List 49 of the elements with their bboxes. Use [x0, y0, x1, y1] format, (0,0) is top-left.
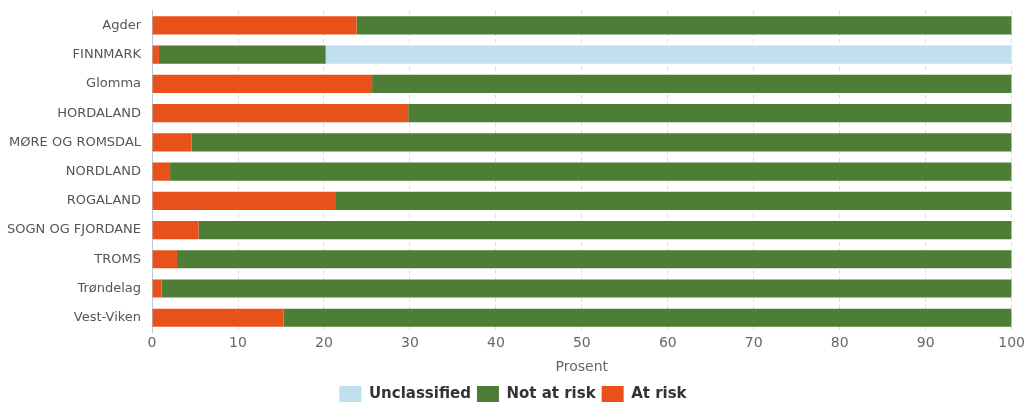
y-tick-label: FINNMARK	[72, 46, 142, 62]
y-tick-label: HORDALAND	[57, 104, 142, 120]
x-tick-label: 70	[744, 334, 763, 351]
y-tick-label: ROGALAND	[66, 192, 142, 208]
x-tick-label: 0	[147, 334, 157, 351]
bar	[152, 74, 373, 93]
x-tick-label: 90	[916, 334, 935, 351]
bar	[170, 162, 1012, 181]
bar	[152, 16, 357, 35]
x-axis-title: Prosent	[555, 358, 609, 375]
x-tick-label: 60	[658, 334, 677, 351]
bar	[158, 45, 326, 64]
bar	[176, 250, 1012, 269]
bar	[198, 221, 1012, 240]
x-tick-label: 10	[229, 334, 247, 351]
x-tick-label: 50	[572, 334, 591, 351]
bar	[152, 133, 192, 152]
x-tick-label: 40	[486, 334, 505, 351]
x-tick-label: 100	[998, 334, 1026, 351]
x-tick-label: 20	[315, 334, 333, 351]
y-tick-label: SOGN OG FJORDANE	[7, 221, 142, 237]
bar	[408, 104, 1012, 123]
bar	[152, 191, 336, 210]
bar	[152, 104, 409, 123]
bar	[152, 279, 162, 298]
x-tick-label: 30	[401, 334, 419, 351]
x-tick-label: 80	[830, 334, 849, 351]
bar	[336, 191, 1012, 210]
y-tick-label: Vest-Viken	[73, 309, 142, 325]
bar	[325, 45, 1012, 64]
legend-label: At risk	[631, 383, 688, 402]
bar	[283, 308, 1012, 327]
y-tick-label: NORDLAND	[65, 162, 142, 178]
legend-label: Not at risk	[506, 383, 597, 402]
y-tick-label: TROMS	[93, 250, 142, 266]
y-tick-label: Agder	[102, 16, 142, 32]
y-tick-label: MØRE OG ROMSDAL	[9, 133, 142, 149]
bar	[152, 250, 177, 269]
y-tick-label: Trøndelag	[76, 279, 142, 295]
y-tick-label: Glomma	[86, 75, 142, 91]
bar	[152, 162, 171, 181]
bar	[161, 279, 1012, 298]
bar	[191, 133, 1012, 152]
bar	[152, 45, 159, 64]
bar	[152, 221, 199, 240]
bar	[372, 74, 1012, 93]
legend-label: Unclassified	[368, 383, 471, 402]
bar	[152, 308, 284, 327]
bar	[356, 16, 1012, 35]
